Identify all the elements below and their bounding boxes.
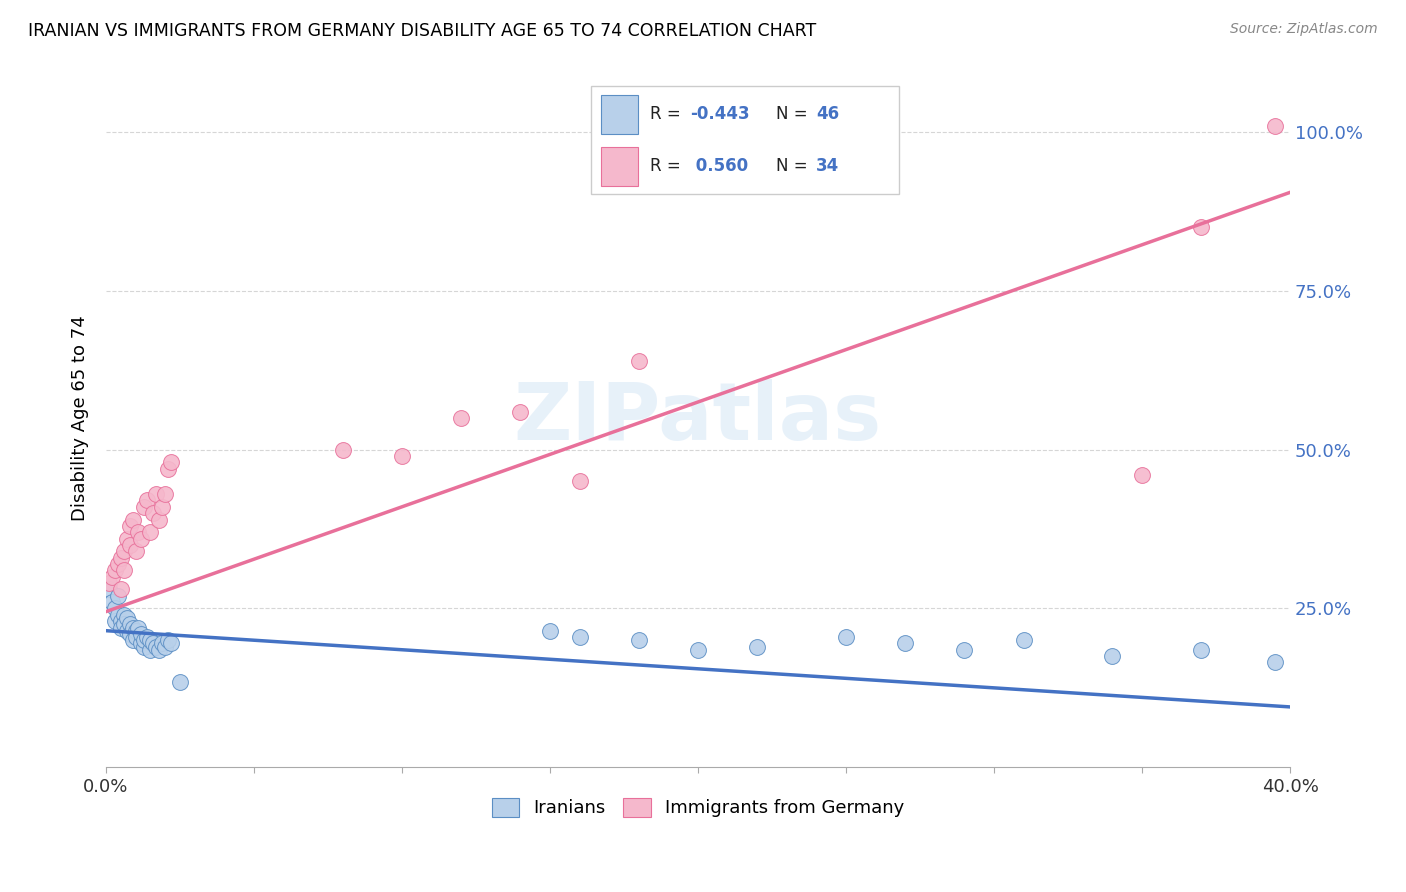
Point [1130, 468, 1153, 483]
Point [509, 404, 531, 418]
Point [124, 544, 146, 558]
Point [110, 582, 132, 597]
Point [1189, 642, 1212, 657]
Point [139, 633, 162, 648]
Point [115, 532, 138, 546]
Point [1101, 649, 1123, 664]
Point [568, 475, 591, 489]
Point [1264, 656, 1286, 670]
Point [538, 624, 561, 638]
Point [148, 642, 170, 657]
Point [142, 636, 165, 650]
Point [115, 611, 138, 625]
Point [1189, 220, 1212, 235]
Point [107, 589, 129, 603]
Point [112, 607, 135, 622]
Point [112, 563, 135, 577]
Point [953, 642, 976, 657]
Point [110, 550, 132, 565]
Point [145, 640, 167, 654]
Point [153, 487, 176, 501]
Point [747, 640, 769, 654]
Point [121, 512, 143, 526]
Point [169, 674, 191, 689]
Point [139, 642, 162, 657]
Point [107, 607, 129, 622]
Text: Source: ZipAtlas.com: Source: ZipAtlas.com [1230, 22, 1378, 37]
Legend: Iranians, Immigrants from Germany: Iranians, Immigrants from Germany [485, 791, 911, 824]
Point [134, 500, 156, 514]
Point [107, 557, 129, 571]
Point [104, 563, 127, 577]
Point [160, 636, 183, 650]
Point [118, 617, 141, 632]
Text: IRANIAN VS IMMIGRANTS FROM GERMANY DISABILITY AGE 65 TO 74 CORRELATION CHART: IRANIAN VS IMMIGRANTS FROM GERMANY DISAB… [28, 22, 817, 40]
Point [835, 630, 858, 644]
Point [110, 620, 132, 634]
Point [110, 614, 132, 628]
Point [627, 353, 650, 368]
Point [104, 614, 127, 628]
Point [450, 410, 472, 425]
Point [139, 525, 162, 540]
Point [118, 519, 141, 533]
Text: ZIPatlas: ZIPatlas [513, 379, 882, 457]
Point [134, 633, 156, 648]
Point [118, 538, 141, 552]
Point [148, 512, 170, 526]
Point [153, 640, 176, 654]
Point [332, 442, 354, 457]
Point [121, 620, 143, 634]
Point [1264, 119, 1286, 133]
Point [101, 595, 124, 609]
Point [391, 449, 413, 463]
Point [101, 570, 124, 584]
Point [97, 576, 120, 591]
Point [104, 601, 127, 615]
Point [124, 630, 146, 644]
Point [145, 487, 167, 501]
Point [142, 506, 165, 520]
Point [115, 624, 138, 638]
Point [157, 633, 180, 648]
Point [131, 636, 153, 650]
Point [131, 627, 153, 641]
Y-axis label: Disability Age 65 to 74: Disability Age 65 to 74 [72, 315, 89, 521]
Point [112, 544, 135, 558]
Point [894, 636, 917, 650]
Point [118, 627, 141, 641]
Point [150, 636, 173, 650]
Point [127, 525, 149, 540]
Point [160, 455, 183, 469]
Point [568, 630, 591, 644]
Point [97, 582, 120, 597]
Point [686, 642, 709, 657]
Point [1012, 633, 1035, 648]
Point [150, 500, 173, 514]
Point [112, 617, 135, 632]
Point [134, 640, 156, 654]
Point [124, 624, 146, 638]
Point [136, 493, 159, 508]
Point [136, 630, 159, 644]
Point [157, 461, 180, 475]
Point [127, 620, 149, 634]
Point [627, 633, 650, 648]
Point [131, 532, 153, 546]
Point [121, 633, 143, 648]
